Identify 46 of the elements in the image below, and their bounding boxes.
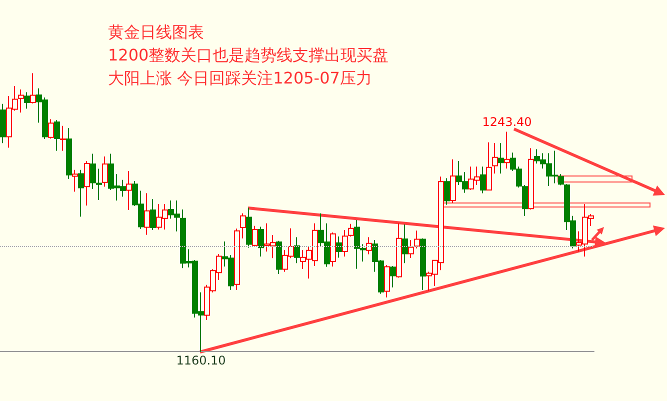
candlestick (450, 158, 456, 204)
candlestick (396, 222, 402, 278)
candlestick (444, 178, 450, 206)
candlestick (84, 160, 90, 206)
candlestick (258, 226, 264, 257)
candlestick (144, 192, 150, 236)
candlestick (30, 72, 36, 104)
candlestick (90, 153, 96, 190)
annotation: 1160.10 (176, 354, 226, 368)
candlestick (408, 240, 414, 258)
candlestick (246, 207, 252, 248)
candlestick (528, 148, 534, 210)
candlestick (336, 236, 342, 258)
chart-title: 黄金日线图表 (108, 22, 204, 42)
candlestick (498, 142, 504, 174)
candlestick (276, 240, 282, 275)
candlestick (126, 170, 132, 210)
candlestick (60, 125, 66, 152)
candlestick (72, 169, 78, 192)
candlestick (486, 142, 492, 192)
candlestick (102, 156, 108, 188)
candlestick (330, 232, 336, 268)
candlestick (384, 264, 390, 298)
candlestick (48, 118, 54, 139)
candlestick (402, 224, 408, 264)
candlestick (78, 169, 84, 218)
candlestick (390, 265, 396, 288)
candlestick (0, 103, 6, 144)
candlestick (150, 198, 156, 231)
candlestick (96, 168, 102, 200)
candlestick (504, 131, 510, 170)
candlestick (234, 228, 240, 290)
annotation: 大阳上涨 今日回踩关注1205-07压力 (108, 68, 372, 88)
candlestick (492, 142, 498, 174)
candlestick (414, 230, 420, 249)
candlestick (366, 236, 372, 255)
candlestick (294, 236, 300, 264)
chart-subtitle: 1200整数关口也是趋势线支撑出现买盘 (108, 46, 389, 64)
candlestick (54, 120, 60, 152)
candlestick (420, 238, 426, 290)
candlestick (480, 166, 486, 194)
candlestick (252, 225, 258, 247)
candlestick (240, 212, 246, 239)
annotation: 1243.40 (482, 114, 532, 129)
candlestick (24, 92, 30, 110)
candlestick (66, 128, 72, 180)
